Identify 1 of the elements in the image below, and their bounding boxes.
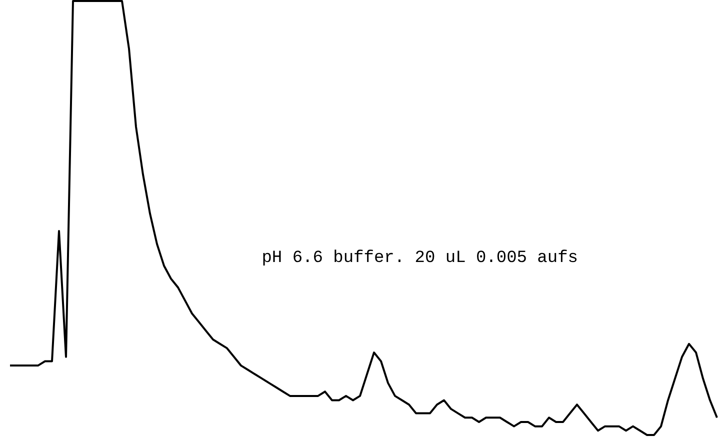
annotation: pH 6.6 buffer. 20 uL 0.005 aufs xyxy=(262,249,578,268)
